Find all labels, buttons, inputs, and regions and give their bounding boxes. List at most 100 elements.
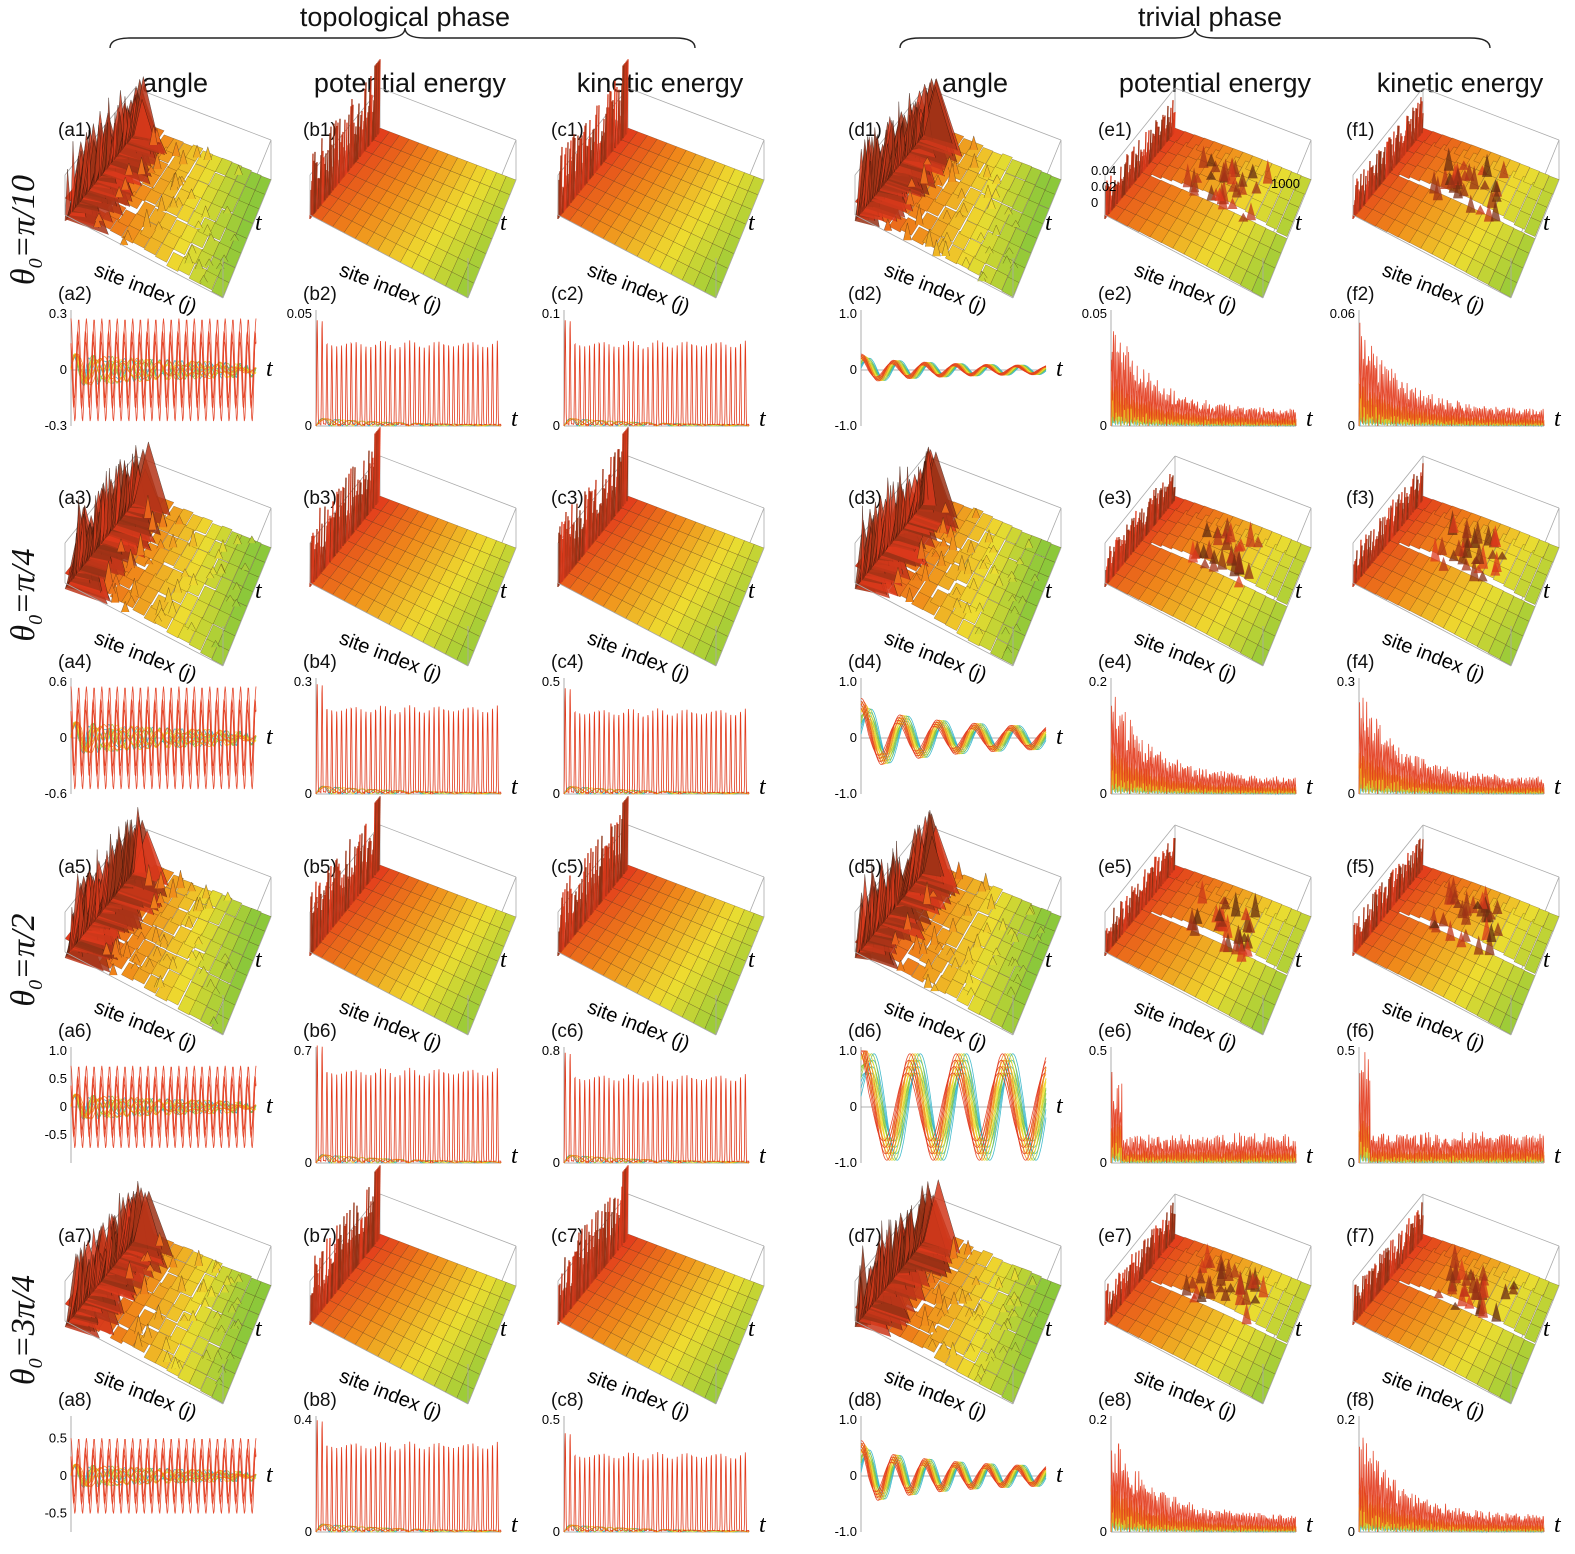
- series-group: [860, 353, 1047, 382]
- y-tick-label: 0: [553, 1155, 560, 1170]
- panel-label-c4: (c4): [551, 652, 584, 673]
- box-edge: [1104, 455, 1176, 544]
- box-edge: [1422, 824, 1560, 878]
- surface-f5: site index (j)t: [1352, 824, 1560, 1055]
- surface-label-t: t: [748, 210, 756, 236]
- surface-spikes: [309, 796, 381, 957]
- surface-patch: [194, 1304, 213, 1324]
- surface-patch: [1294, 175, 1312, 195]
- column-header-d: angle: [941, 68, 1009, 98]
- series-group: [563, 688, 750, 795]
- series-line: [70, 1464, 257, 1486]
- surface-patch: [244, 171, 262, 191]
- panel-label-a8: (a8): [58, 1390, 92, 1411]
- x-axis-label: t: [1056, 356, 1064, 382]
- y-tick-label: 0: [60, 1468, 67, 1483]
- surface-patch: [1507, 228, 1525, 249]
- y-tick-label: 0.8: [542, 1043, 560, 1058]
- surface-patch: [1009, 227, 1027, 248]
- surface-patch: [985, 517, 1004, 536]
- series-line: [70, 686, 257, 790]
- y-tick-label: 0: [60, 730, 67, 745]
- panel-label-b7: (b7): [303, 1226, 337, 1247]
- y-tick-label: -1.0: [835, 1155, 857, 1170]
- surface-patch: [225, 213, 244, 234]
- surface-patch: [1294, 543, 1312, 563]
- surface-label-t: t: [1045, 947, 1053, 973]
- surface-patch: [180, 592, 199, 612]
- surface-patch: [136, 939, 156, 958]
- box-edge: [557, 214, 717, 299]
- x-axis-label: t: [759, 406, 767, 432]
- surface-patch: [1015, 899, 1033, 918]
- panel-label-d5: (d5): [848, 857, 882, 878]
- box-edge: [557, 1320, 717, 1405]
- surface-patch: [1248, 959, 1267, 980]
- surface-patch: [963, 187, 982, 206]
- series-line: [860, 1050, 1047, 1161]
- surface-e5: site index (j)t: [1104, 824, 1312, 1055]
- box-edge: [627, 87, 765, 141]
- box-edge: [924, 824, 1062, 878]
- box-edge: [222, 547, 272, 667]
- box-edge: [1012, 1285, 1062, 1405]
- x-axis-label: t: [266, 1093, 274, 1119]
- surface-patch: [949, 1270, 969, 1289]
- y-tick-label: 0.05: [1082, 306, 1107, 321]
- surface-d3: site index (j)t: [854, 446, 1062, 686]
- box-edge: [1352, 824, 1424, 913]
- box-edge: [627, 455, 765, 509]
- surface-patch: [918, 579, 939, 598]
- series-group: [70, 1065, 257, 1149]
- x-axis-label: t: [1554, 774, 1562, 800]
- surface-patch: [1259, 1334, 1277, 1355]
- surface-e3: site index (j)t: [1104, 455, 1312, 686]
- surface-patch: [1485, 217, 1504, 238]
- surface-label-t: t: [748, 947, 756, 973]
- series-group: [70, 686, 257, 790]
- surface-a5: site index (j)t: [64, 807, 272, 1055]
- row-label-3-sub: 0: [24, 979, 47, 990]
- y-tick-label: 0: [60, 1099, 67, 1114]
- surface-patch: [173, 1343, 192, 1364]
- plot-b2: 0.05 0 t: [287, 306, 519, 433]
- plot-f4: 0.3 0 t: [1337, 674, 1562, 801]
- panel-label-d7: (d7): [848, 1226, 882, 1247]
- y-tick-label: 0: [850, 362, 857, 377]
- surface-label-t: t: [748, 578, 756, 604]
- y-tick-label: 0.5: [542, 674, 560, 689]
- surface-patch: [1522, 904, 1540, 923]
- surface-patch: [1274, 1273, 1292, 1292]
- box-edge: [1104, 1320, 1264, 1405]
- box-edge: [309, 1320, 469, 1405]
- panel-label-a5: (a5): [58, 857, 92, 878]
- series-line: [315, 684, 502, 795]
- series-group: [1358, 1052, 1545, 1165]
- series-group: [70, 1438, 257, 1514]
- surface-patch: [1513, 163, 1531, 182]
- row-label-1-value: =π/10: [5, 174, 42, 259]
- surface-patch: [952, 1336, 971, 1356]
- panel-label-a7: (a7): [58, 1226, 92, 1247]
- surface-label-t: t: [1295, 1316, 1303, 1342]
- surface-patch: [978, 1000, 998, 1021]
- surface-patch: [1507, 1334, 1525, 1355]
- surface-spikes: [854, 77, 1020, 282]
- panel-label-c1: (c1): [551, 120, 584, 141]
- series-line: [860, 1449, 1047, 1498]
- surface-patch: [1034, 539, 1052, 558]
- surface-patch: [1248, 1328, 1267, 1349]
- surface-spikes: [854, 446, 1040, 654]
- surface-patch: [238, 185, 256, 205]
- surface-patch: [1507, 965, 1525, 986]
- x-axis-label: t: [1056, 1093, 1064, 1119]
- series-line: [70, 1463, 257, 1487]
- y-tick-label: 0.05: [287, 306, 312, 321]
- surface-label-t: t: [255, 210, 263, 236]
- surface-spikes: [557, 1165, 629, 1326]
- y-tick-label: 0: [305, 1524, 312, 1539]
- box-edge: [1104, 951, 1264, 1036]
- box-edge: [1012, 179, 1062, 299]
- series-group: [1110, 1443, 1297, 1534]
